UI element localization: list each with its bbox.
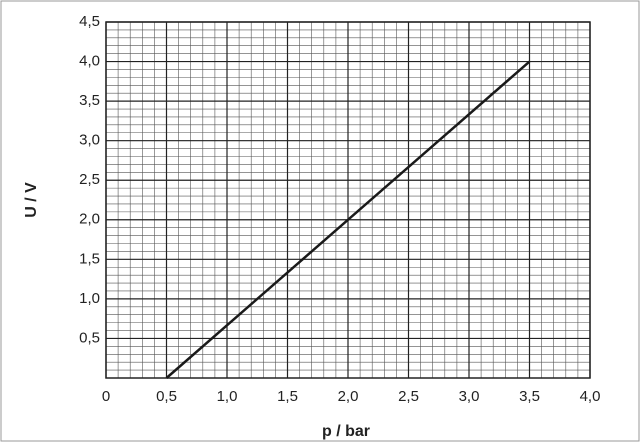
- x-tick-label: 1,5: [277, 388, 298, 405]
- y-tick-label: 2,0: [79, 211, 100, 228]
- y-tick-label: 0,5: [79, 329, 100, 346]
- y-tick-label: 4,5: [79, 13, 100, 30]
- x-tick-label: 2,5: [398, 388, 419, 405]
- y-tick-label: 4,0: [79, 53, 100, 70]
- y-tick-label: 2,5: [79, 171, 100, 188]
- x-tick-label: 3,5: [519, 388, 540, 405]
- x-tick-label: 4,0: [580, 388, 601, 405]
- x-tick-label: 2,0: [338, 388, 359, 405]
- plot-border: [105, 21, 591, 379]
- y-tick-label: 1,0: [79, 290, 100, 307]
- y-axis-label: U / V: [23, 182, 40, 218]
- y-tick-label: 3,0: [79, 132, 100, 149]
- x-tick-label: 3,0: [459, 388, 480, 405]
- data-line: [165, 60, 531, 379]
- y-tick-label: 1,5: [79, 250, 100, 267]
- y-tick-label: 3,5: [79, 92, 100, 109]
- x-tick-label: 0: [102, 388, 110, 405]
- x-axis-label: p / bar: [322, 423, 370, 440]
- x-tick-label: 0,5: [156, 388, 177, 405]
- x-tick-label: 1,0: [217, 388, 238, 405]
